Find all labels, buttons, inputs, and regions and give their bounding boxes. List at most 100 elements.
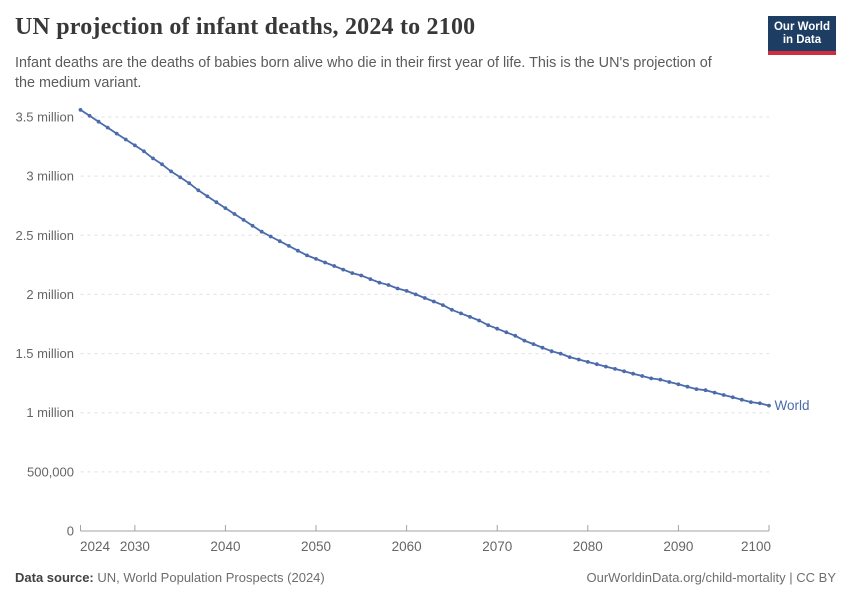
data-point-2095[interactable] [721, 393, 726, 397]
data-point-2097[interactable] [739, 397, 744, 402]
data-point-2040[interactable] [223, 206, 228, 211]
subtitle-line-2: the medium variant. [15, 75, 142, 91]
data-point-2053[interactable] [341, 267, 346, 272]
data-point-2030[interactable] [133, 143, 137, 148]
data-point-2043[interactable] [250, 223, 255, 228]
chart-footer: Data source: UN, World Population Prospe… [0, 568, 850, 592]
data-point-2031[interactable] [142, 149, 146, 154]
data-point-2087[interactable] [649, 376, 654, 381]
data-point-2100[interactable] [767, 403, 771, 408]
data-point-2033[interactable] [160, 162, 164, 167]
data-point-2044[interactable] [259, 229, 264, 234]
data-point-2090[interactable] [676, 382, 681, 387]
data-point-2066[interactable] [459, 311, 463, 316]
data-point-2061[interactable] [413, 292, 418, 297]
data-point-2039[interactable] [214, 200, 219, 205]
data-point-2032[interactable] [151, 156, 155, 161]
data-point-2067[interactable] [468, 315, 472, 319]
y-tick-label: 3 million [26, 169, 74, 184]
data-point-2070[interactable] [495, 326, 500, 331]
data-point-2048[interactable] [296, 248, 300, 253]
data-point-2080[interactable] [585, 360, 590, 364]
data-point-2041[interactable] [232, 212, 237, 216]
data-point-2089[interactable] [667, 380, 672, 384]
data-point-2069[interactable] [486, 323, 491, 328]
data-point-2059[interactable] [395, 286, 400, 291]
y-tick-label: 1 million [26, 405, 74, 420]
data-point-2024[interactable] [78, 108, 83, 112]
data-source-note: Data source: UN, World Population Prospe… [15, 570, 325, 585]
data-point-2078[interactable] [567, 355, 572, 359]
data-point-2034[interactable] [169, 169, 174, 174]
chart-title: UN projection of infant deaths, 2024 to … [15, 14, 476, 40]
data-point-2049[interactable] [305, 253, 309, 258]
data-point-2084[interactable] [622, 369, 626, 374]
data-point-2071[interactable] [504, 330, 509, 335]
data-point-2082[interactable] [604, 364, 608, 369]
data-point-2042[interactable] [241, 218, 246, 222]
data-point-2076[interactable] [549, 349, 554, 354]
data-point-2083[interactable] [613, 367, 617, 371]
data-point-2077[interactable] [558, 351, 563, 356]
series-end-label[interactable]: World [775, 398, 810, 413]
data-point-2088[interactable] [658, 377, 663, 382]
data-point-2092[interactable] [694, 387, 699, 391]
x-tick-label: 2100 [741, 539, 771, 554]
data-point-2099[interactable] [758, 401, 762, 406]
data-point-2055[interactable] [359, 273, 364, 278]
y-tick-label: 0 [67, 524, 74, 539]
subtitle-line-1: Infant deaths are the deaths of babies b… [15, 55, 712, 71]
data-point-2065[interactable] [450, 307, 454, 312]
x-tick-label: 2060 [392, 539, 422, 554]
data-point-2060[interactable] [404, 289, 409, 293]
data-point-2038[interactable] [205, 194, 210, 199]
data-point-2054[interactable] [350, 271, 355, 275]
data-point-2051[interactable] [323, 260, 327, 265]
data-point-2027[interactable] [105, 125, 110, 130]
data-point-2096[interactable] [730, 395, 735, 400]
x-tick-label: 2024 [80, 539, 111, 554]
data-point-2028[interactable] [114, 131, 119, 136]
data-point-2029[interactable] [123, 137, 128, 142]
data-point-2025[interactable] [87, 113, 92, 118]
data-point-2052[interactable] [332, 264, 337, 268]
data-point-2050[interactable] [314, 257, 318, 261]
data-point-2047[interactable] [287, 244, 291, 248]
data-point-2037[interactable] [196, 188, 201, 193]
credit-link[interactable]: OurWorldinData.org/child-mortality | CC … [586, 570, 837, 585]
data-point-2068[interactable] [477, 318, 481, 323]
data-point-2035[interactable] [178, 175, 183, 180]
owid-logo[interactable]: Our World in Data [767, 16, 836, 55]
data-point-2036[interactable] [187, 181, 192, 186]
data-point-2091[interactable] [685, 384, 690, 389]
data-point-2079[interactable] [576, 357, 581, 362]
x-tick-label: 2070 [482, 539, 512, 554]
data-point-2093[interactable] [703, 388, 708, 393]
data-point-2074[interactable] [531, 342, 536, 346]
data-point-2057[interactable] [377, 280, 382, 285]
data-point-2081[interactable] [595, 362, 599, 367]
data-point-2072[interactable] [513, 333, 518, 338]
data-point-2085[interactable] [631, 371, 635, 376]
data-point-2046[interactable] [277, 239, 282, 244]
data-point-2075[interactable] [540, 345, 545, 350]
data-point-2063[interactable] [431, 299, 436, 304]
series-line-world[interactable] [79, 109, 770, 407]
data-point-2058[interactable] [386, 283, 391, 287]
data-point-2064[interactable] [441, 303, 445, 307]
logo-text-line-2: in Data [782, 34, 822, 46]
data-point-2086[interactable] [640, 374, 645, 378]
data-point-2026[interactable] [96, 119, 101, 124]
data-point-2062[interactable] [422, 296, 427, 300]
data-point-2094[interactable] [712, 390, 717, 395]
x-tick-label: 2050 [301, 539, 331, 554]
data-point-2073[interactable] [522, 338, 527, 343]
data-source-label: Data source: [15, 570, 94, 585]
data-point-2056[interactable] [368, 277, 373, 281]
chart-subtitle: Infant deaths are the deaths of babies b… [15, 53, 712, 93]
logo-text-line-1: Our World [773, 21, 830, 33]
data-point-2098[interactable] [749, 400, 753, 404]
data-point-2045[interactable] [268, 234, 273, 239]
